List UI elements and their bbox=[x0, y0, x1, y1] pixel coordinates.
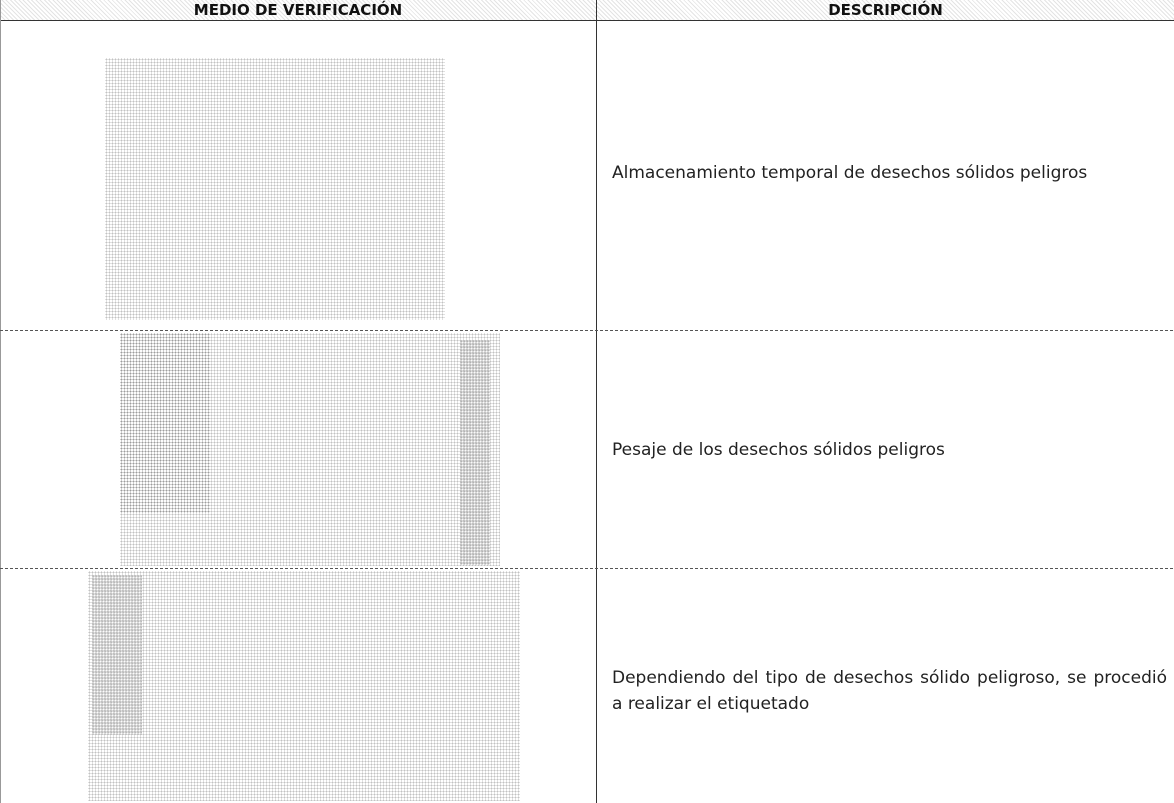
photo-detail bbox=[92, 575, 142, 735]
photo bbox=[105, 58, 445, 320]
column-divider bbox=[596, 0, 597, 803]
border bbox=[0, 0, 1, 803]
photo-detail bbox=[460, 340, 490, 565]
photo bbox=[120, 333, 500, 566]
row-divider bbox=[0, 330, 1174, 331]
description: Dependiendo del tipo de desechos sólido … bbox=[612, 668, 1167, 714]
row-divider bbox=[0, 568, 1174, 569]
column-header: DESCRIPCIÓN bbox=[597, 0, 1174, 21]
column-header: MEDIO DE VERIFICACIÓN bbox=[0, 0, 596, 21]
photo bbox=[88, 571, 520, 801]
description: Almacenamiento temporal de desechos sóli… bbox=[612, 163, 1088, 183]
description: Pesaje de los desechos sólidos peligros bbox=[612, 440, 945, 460]
photo-detail bbox=[120, 333, 210, 513]
